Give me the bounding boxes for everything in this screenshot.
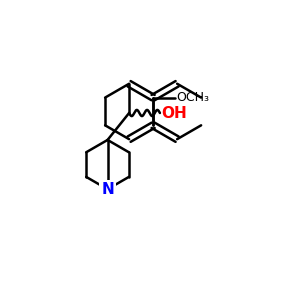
Text: N: N [101, 182, 114, 197]
Text: OH: OH [161, 106, 187, 121]
Text: OCH₃: OCH₃ [176, 91, 209, 104]
